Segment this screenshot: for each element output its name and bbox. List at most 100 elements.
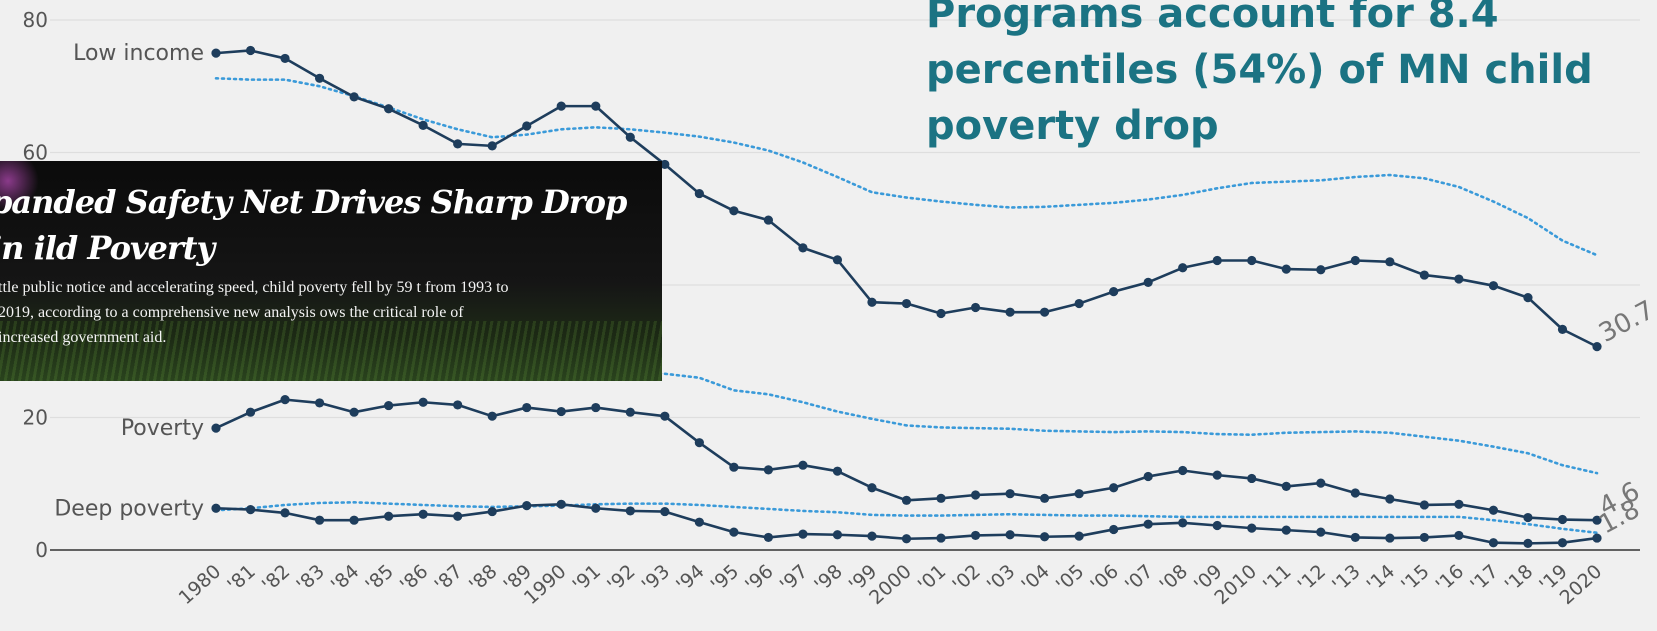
news-article-inset: panded Safety Net Drives Sharp Drop in i… bbox=[0, 161, 662, 381]
data-point bbox=[1005, 489, 1015, 499]
data-point bbox=[1178, 465, 1188, 476]
series-label: Low income bbox=[73, 41, 204, 66]
x-tick-label: '11 bbox=[1259, 560, 1296, 596]
data-point bbox=[1557, 514, 1568, 525]
data-point bbox=[832, 466, 843, 476]
data-point bbox=[867, 483, 877, 493]
data-point bbox=[1074, 531, 1084, 541]
series-label: Deep poverty bbox=[54, 496, 204, 521]
data-point bbox=[1419, 500, 1429, 510]
data-point bbox=[936, 533, 946, 543]
chart-headline: Programs account for 8.4 percentiles (54… bbox=[926, 0, 1593, 149]
data-point bbox=[211, 503, 221, 513]
x-tick-label: 1980 bbox=[175, 560, 226, 609]
x-tick-label: '93 bbox=[638, 560, 675, 596]
data-point bbox=[798, 529, 808, 539]
data-point bbox=[1592, 342, 1602, 352]
inset-headline: panded Safety Net Drives Sharp Drop in i… bbox=[0, 183, 627, 267]
data-point bbox=[384, 511, 394, 521]
x-tick-label: '94 bbox=[672, 560, 709, 596]
data-point bbox=[1247, 523, 1257, 533]
data-point bbox=[314, 73, 325, 83]
data-point bbox=[763, 215, 774, 225]
x-tick-label: '96 bbox=[741, 560, 778, 596]
data-point bbox=[1212, 255, 1222, 266]
data-point bbox=[1040, 532, 1050, 542]
data-point bbox=[1316, 478, 1326, 488]
data-point bbox=[867, 297, 877, 307]
data-point bbox=[1385, 257, 1395, 267]
data-point bbox=[798, 460, 808, 470]
data-point bbox=[453, 139, 463, 149]
data-point bbox=[1281, 525, 1291, 535]
x-tick-label: '03 bbox=[983, 560, 1020, 596]
photo-background bbox=[0, 161, 40, 211]
end-value-label: 30.7 bbox=[1594, 295, 1657, 349]
x-tick-label: '05 bbox=[1052, 560, 1089, 596]
data-point bbox=[418, 509, 428, 519]
data-point bbox=[936, 493, 946, 503]
data-point bbox=[729, 206, 739, 216]
y-tick-label: 60 bbox=[23, 141, 48, 165]
data-point bbox=[1454, 499, 1464, 509]
series-label: Poverty bbox=[121, 416, 204, 441]
data-point bbox=[694, 438, 704, 448]
data-point bbox=[1316, 527, 1326, 537]
data-point bbox=[694, 188, 704, 199]
inset-body-text: ttle public notice and accelerating spee… bbox=[0, 279, 509, 346]
x-tick-label: '84 bbox=[327, 560, 364, 596]
x-tick-label: '17 bbox=[1466, 560, 1503, 596]
data-point bbox=[556, 101, 566, 111]
data-point bbox=[211, 423, 221, 433]
x-tick-label: '85 bbox=[361, 560, 398, 596]
data-point bbox=[763, 532, 774, 543]
data-point bbox=[418, 120, 428, 130]
x-tick-label: '82 bbox=[258, 560, 295, 596]
data-point bbox=[763, 465, 774, 475]
data-point bbox=[1350, 532, 1360, 543]
data-point bbox=[1281, 481, 1291, 491]
data-point bbox=[625, 407, 635, 417]
data-point bbox=[453, 400, 463, 410]
data-point bbox=[522, 121, 532, 131]
counterfactual-line bbox=[214, 77, 1599, 257]
x-tick-label: '86 bbox=[396, 560, 433, 596]
data-point bbox=[1523, 292, 1533, 303]
data-point bbox=[1040, 493, 1050, 503]
data-point bbox=[1385, 494, 1395, 504]
x-tick-label: '88 bbox=[465, 560, 502, 596]
data-point bbox=[1592, 515, 1602, 525]
y-tick-label: 80 bbox=[23, 8, 48, 32]
data-point bbox=[280, 395, 290, 405]
data-point bbox=[970, 302, 981, 313]
data-point bbox=[384, 400, 394, 411]
data-point bbox=[418, 397, 428, 407]
data-point bbox=[314, 515, 325, 525]
x-tick-label: '97 bbox=[776, 560, 813, 596]
data-point bbox=[1488, 538, 1499, 548]
data-point bbox=[453, 511, 463, 521]
data-point bbox=[832, 255, 843, 265]
x-tick-label: '18 bbox=[1501, 560, 1538, 596]
data-point bbox=[1523, 512, 1533, 523]
data-point bbox=[1212, 470, 1222, 480]
data-point bbox=[1281, 264, 1291, 274]
data-point bbox=[245, 407, 256, 417]
data-point bbox=[660, 506, 670, 517]
x-tick-label: '16 bbox=[1432, 560, 1469, 596]
data-point bbox=[1005, 307, 1015, 317]
data-point bbox=[970, 530, 981, 541]
x-tick-label: '92 bbox=[603, 560, 640, 596]
x-tick-label: '07 bbox=[1121, 560, 1158, 596]
data-point bbox=[867, 531, 877, 541]
x-tick-label: '98 bbox=[810, 560, 847, 596]
data-point bbox=[522, 501, 532, 511]
data-point bbox=[1350, 488, 1360, 498]
data-point bbox=[1143, 519, 1153, 529]
x-tick-label: '08 bbox=[1155, 560, 1192, 596]
data-point bbox=[487, 141, 497, 151]
data-point bbox=[936, 308, 946, 319]
data-point bbox=[349, 407, 359, 417]
x-tick-label: '02 bbox=[948, 560, 985, 596]
data-point bbox=[625, 506, 635, 516]
